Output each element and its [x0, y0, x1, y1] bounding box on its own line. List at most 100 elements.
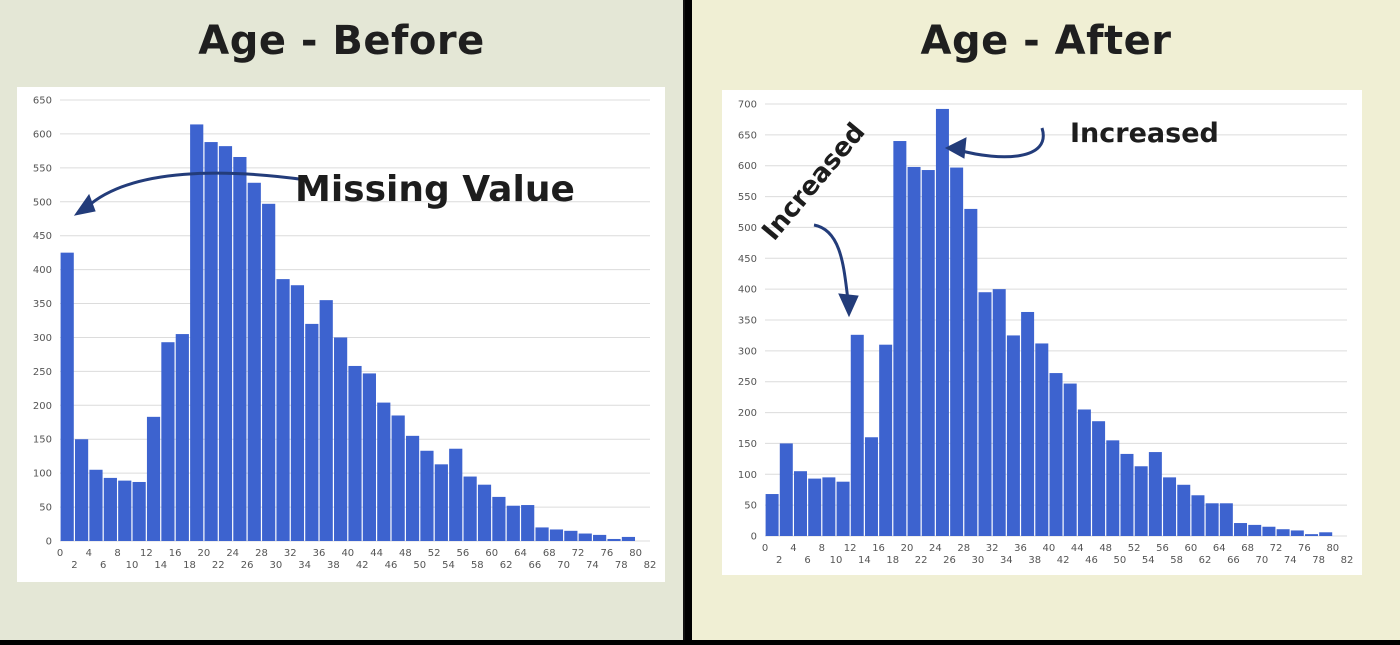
bar	[262, 203, 276, 541]
x-tick-label: 6	[804, 555, 810, 566]
y-tick-label: 450	[33, 231, 52, 242]
x-tick-label: 10	[830, 555, 843, 566]
x-tick-label: 54	[442, 560, 455, 571]
bar	[564, 530, 578, 541]
bar	[218, 146, 233, 541]
x-tick-label: 44	[1071, 543, 1084, 554]
bar	[449, 448, 463, 541]
bar	[1106, 440, 1120, 536]
x-tick-label: 20	[198, 548, 211, 559]
x-tick-label: 30	[269, 560, 282, 571]
y-tick-label: 600	[738, 161, 757, 172]
x-tick-label: 70	[557, 560, 570, 571]
bar	[1077, 409, 1091, 536]
y-tick-label: 200	[738, 408, 757, 419]
bar	[1134, 466, 1148, 536]
bar	[1191, 495, 1205, 536]
bar	[405, 435, 420, 541]
x-tick-label: 40	[341, 548, 354, 559]
chart-after-yticks: 0 50 100 150 200 250 300 350 400 450 500 550 600 650 7…	[738, 100, 757, 543]
bar	[921, 170, 935, 536]
bar	[1205, 503, 1219, 536]
bar	[247, 182, 261, 541]
bar	[1305, 534, 1319, 536]
bar	[118, 480, 132, 541]
bar	[204, 142, 218, 541]
bar	[89, 469, 103, 541]
x-tick-label: 78	[615, 560, 628, 571]
x-tick-label: 78	[1312, 555, 1325, 566]
bar	[1177, 484, 1191, 536]
bar	[964, 208, 978, 536]
bar	[391, 415, 405, 541]
y-tick-label: 50	[39, 503, 52, 514]
y-tick-label: 550	[738, 192, 757, 203]
x-tick-label: 32	[284, 548, 297, 559]
x-tick-label: 0	[57, 548, 63, 559]
x-tick-label: 62	[1199, 555, 1212, 566]
y-tick-label: 250	[738, 377, 757, 388]
x-tick-label: 70	[1255, 555, 1268, 566]
bar	[836, 481, 850, 536]
bar	[879, 344, 893, 536]
y-tick-label: 650	[738, 130, 757, 141]
y-tick-label: 650	[33, 96, 52, 107]
x-tick-label: 58	[1170, 555, 1183, 566]
bar	[1262, 526, 1276, 536]
bar	[593, 534, 607, 541]
bar	[492, 496, 506, 541]
increased-left-arrowhead	[838, 293, 859, 318]
x-tick-label: 2	[776, 555, 782, 566]
x-tick-label: 50	[1114, 555, 1127, 566]
bar	[434, 464, 448, 541]
x-tick-label: 6	[100, 560, 106, 571]
x-tick-label: 30	[972, 555, 985, 566]
x-tick-label: 66	[1227, 555, 1240, 566]
bar	[1276, 529, 1290, 536]
x-tick-label: 64	[1213, 543, 1226, 554]
x-tick-label: 24	[226, 548, 239, 559]
x-tick-label: 14	[858, 555, 871, 566]
bar	[348, 365, 362, 541]
bar	[535, 527, 549, 541]
y-tick-label: 200	[33, 401, 52, 412]
bar	[765, 494, 779, 536]
chart-after-svg: 0501001502002503003504004505005506006507…	[738, 100, 1354, 567]
missing-value-annotation: Missing Value	[73, 169, 575, 216]
bar	[190, 124, 204, 541]
y-tick-label: 100	[33, 469, 52, 480]
y-tick-label: 150	[738, 439, 757, 450]
y-tick-label: 300	[33, 333, 52, 344]
y-tick-label: 400	[738, 285, 757, 296]
x-tick-label: 22	[212, 560, 225, 571]
x-tick-label: 52	[1128, 543, 1141, 554]
x-tick-label: 26	[943, 555, 956, 566]
bar	[74, 439, 89, 541]
x-tick-label: 82	[1341, 555, 1354, 566]
bar	[463, 476, 477, 541]
increased-top-annotation: Increased	[944, 118, 1219, 159]
x-tick-label: 26	[241, 560, 254, 571]
x-tick-label: 76	[600, 548, 613, 559]
bar	[1120, 453, 1134, 536]
y-tick-label: 0	[46, 537, 52, 548]
bar	[305, 323, 319, 541]
chart-before-xticks: 0246810121416182022242628303234363840424…	[57, 548, 657, 571]
increased-left-arrow	[813, 223, 850, 301]
bar	[907, 166, 921, 536]
bar	[362, 373, 376, 541]
chart-after-bars	[765, 108, 1333, 537]
bar	[621, 536, 636, 541]
x-tick-label: 28	[957, 543, 970, 554]
bar	[549, 529, 564, 541]
x-tick-label: 52	[428, 548, 441, 559]
bar	[793, 471, 807, 536]
bar	[146, 416, 161, 541]
x-tick-label: 22	[915, 555, 928, 566]
chart-before-svg: 050100150200250300350400450500550600650 …	[33, 96, 657, 572]
bar	[1234, 523, 1248, 536]
x-tick-label: 38	[1028, 555, 1041, 566]
bar	[950, 167, 964, 536]
bar	[319, 300, 333, 541]
x-tick-label: 80	[1326, 543, 1339, 554]
